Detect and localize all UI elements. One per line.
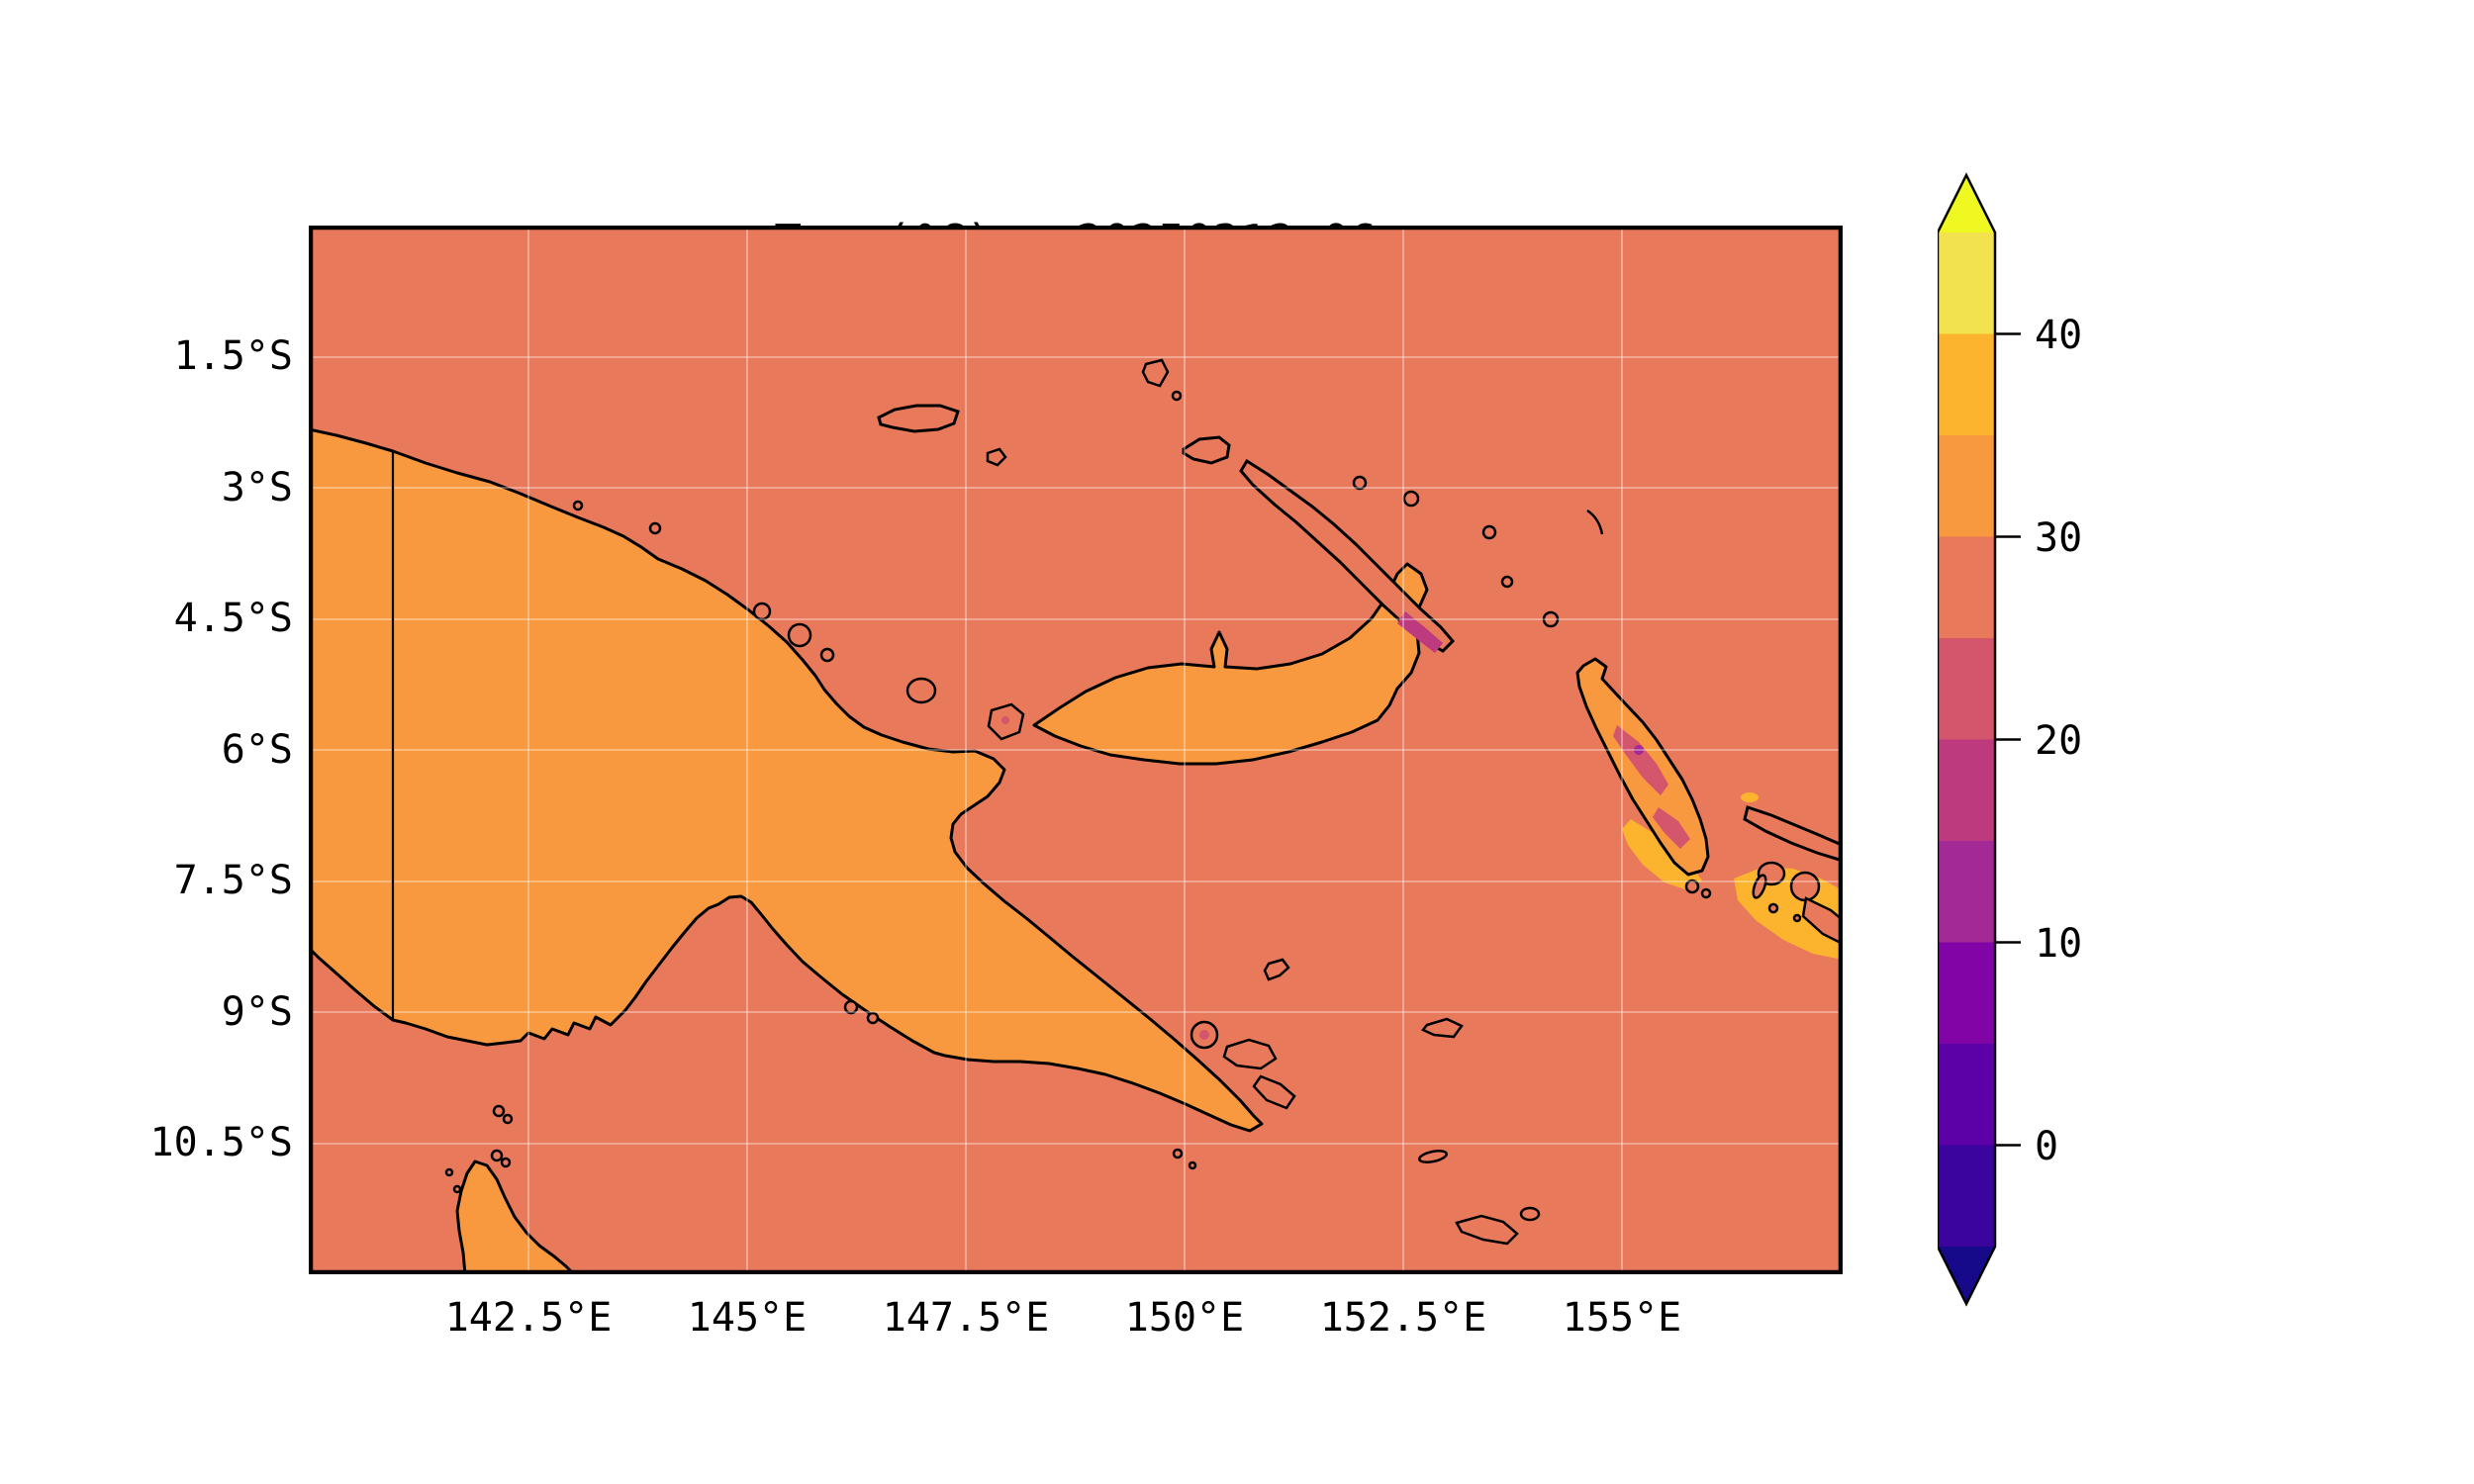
lat-tick-3S: 3°S	[221, 465, 293, 510]
islands-shortland	[1684, 879, 1712, 899]
island-misima	[1418, 1150, 1448, 1163]
island-rambutyo	[986, 447, 1007, 467]
lon-tick-152.5E: 152.5°E	[1319, 1295, 1487, 1341]
choiseul-hot-patch	[1741, 792, 1759, 802]
island-tagula	[1455, 1214, 1519, 1246]
new-ireland-hills	[1397, 611, 1443, 653]
island-mussau	[1141, 358, 1170, 388]
island-rossel	[1519, 1206, 1541, 1222]
bougainville-hills	[1613, 725, 1690, 849]
atoll-nissan	[1542, 610, 1560, 628]
island-choiseul	[1743, 805, 1843, 863]
torres-strait-islands	[444, 1104, 514, 1194]
lat-tick-10.5S: 10.5°S	[149, 1120, 294, 1165]
islands-north-coast	[572, 500, 937, 704]
colorbar-over-arrow	[1938, 175, 1995, 232]
lat-tick-1.5S: 1.5°S	[173, 333, 293, 379]
colorbar-label-30: 30	[2035, 515, 2082, 561]
map-panel	[309, 226, 1843, 1274]
lon-tick-147.5E: 147.5°E	[882, 1295, 1050, 1341]
lat-tick-9S: 9°S	[221, 989, 293, 1035]
islands-tabar-lihir-tanga-feni	[1352, 475, 1514, 589]
bougainville-hot-coast	[1622, 819, 1702, 890]
lon-tick-155E: 155°E	[1562, 1295, 1682, 1341]
colorbar-label-20: 20	[2035, 718, 2082, 764]
umboi-hills	[1001, 716, 1009, 724]
colorbar: 40 30 20 10 0	[1938, 172, 2082, 1307]
island-woodlark	[1421, 1017, 1464, 1039]
lat-tick-7.5S: 7.5°S	[173, 858, 293, 903]
atoll-nuguria	[1586, 509, 1604, 535]
lon-tick-145E: 145°E	[687, 1295, 808, 1341]
map-frame	[309, 226, 1843, 1274]
graticule	[309, 226, 1843, 1274]
colorbar-ticks	[1995, 332, 2021, 1147]
island-new-hanover	[1182, 435, 1231, 465]
lat-tick-4.5S: 4.5°S	[173, 596, 293, 641]
colorbar-label-40: 40	[2035, 313, 2082, 358]
lon-tick-142.5E: 142.5°E	[444, 1295, 613, 1341]
island-normanby	[1252, 1074, 1296, 1110]
islands-samarai	[843, 999, 1197, 1170]
island-fergusson	[1222, 1038, 1278, 1070]
islands-new-georgia-group	[1752, 861, 1843, 946]
lon-tick-150E: 150°E	[1124, 1295, 1245, 1341]
lat-tick-6S: 6°S	[221, 727, 293, 773]
colorbar-under-arrow	[1938, 1247, 1995, 1304]
coastline-bougainville	[1575, 657, 1710, 877]
island-new-ireland	[1239, 458, 1456, 653]
colorbar-segments	[1938, 232, 1995, 1247]
colorbar-label-0: 0	[2035, 1124, 2058, 1169]
island-kiriwina	[1263, 958, 1290, 981]
colorbar-label-10: 10	[2035, 921, 2082, 967]
colorbar-outline	[1938, 172, 1997, 1307]
goodenough-hills	[1199, 1030, 1209, 1040]
island-manus	[877, 404, 960, 433]
island-emirau	[1171, 390, 1183, 402]
